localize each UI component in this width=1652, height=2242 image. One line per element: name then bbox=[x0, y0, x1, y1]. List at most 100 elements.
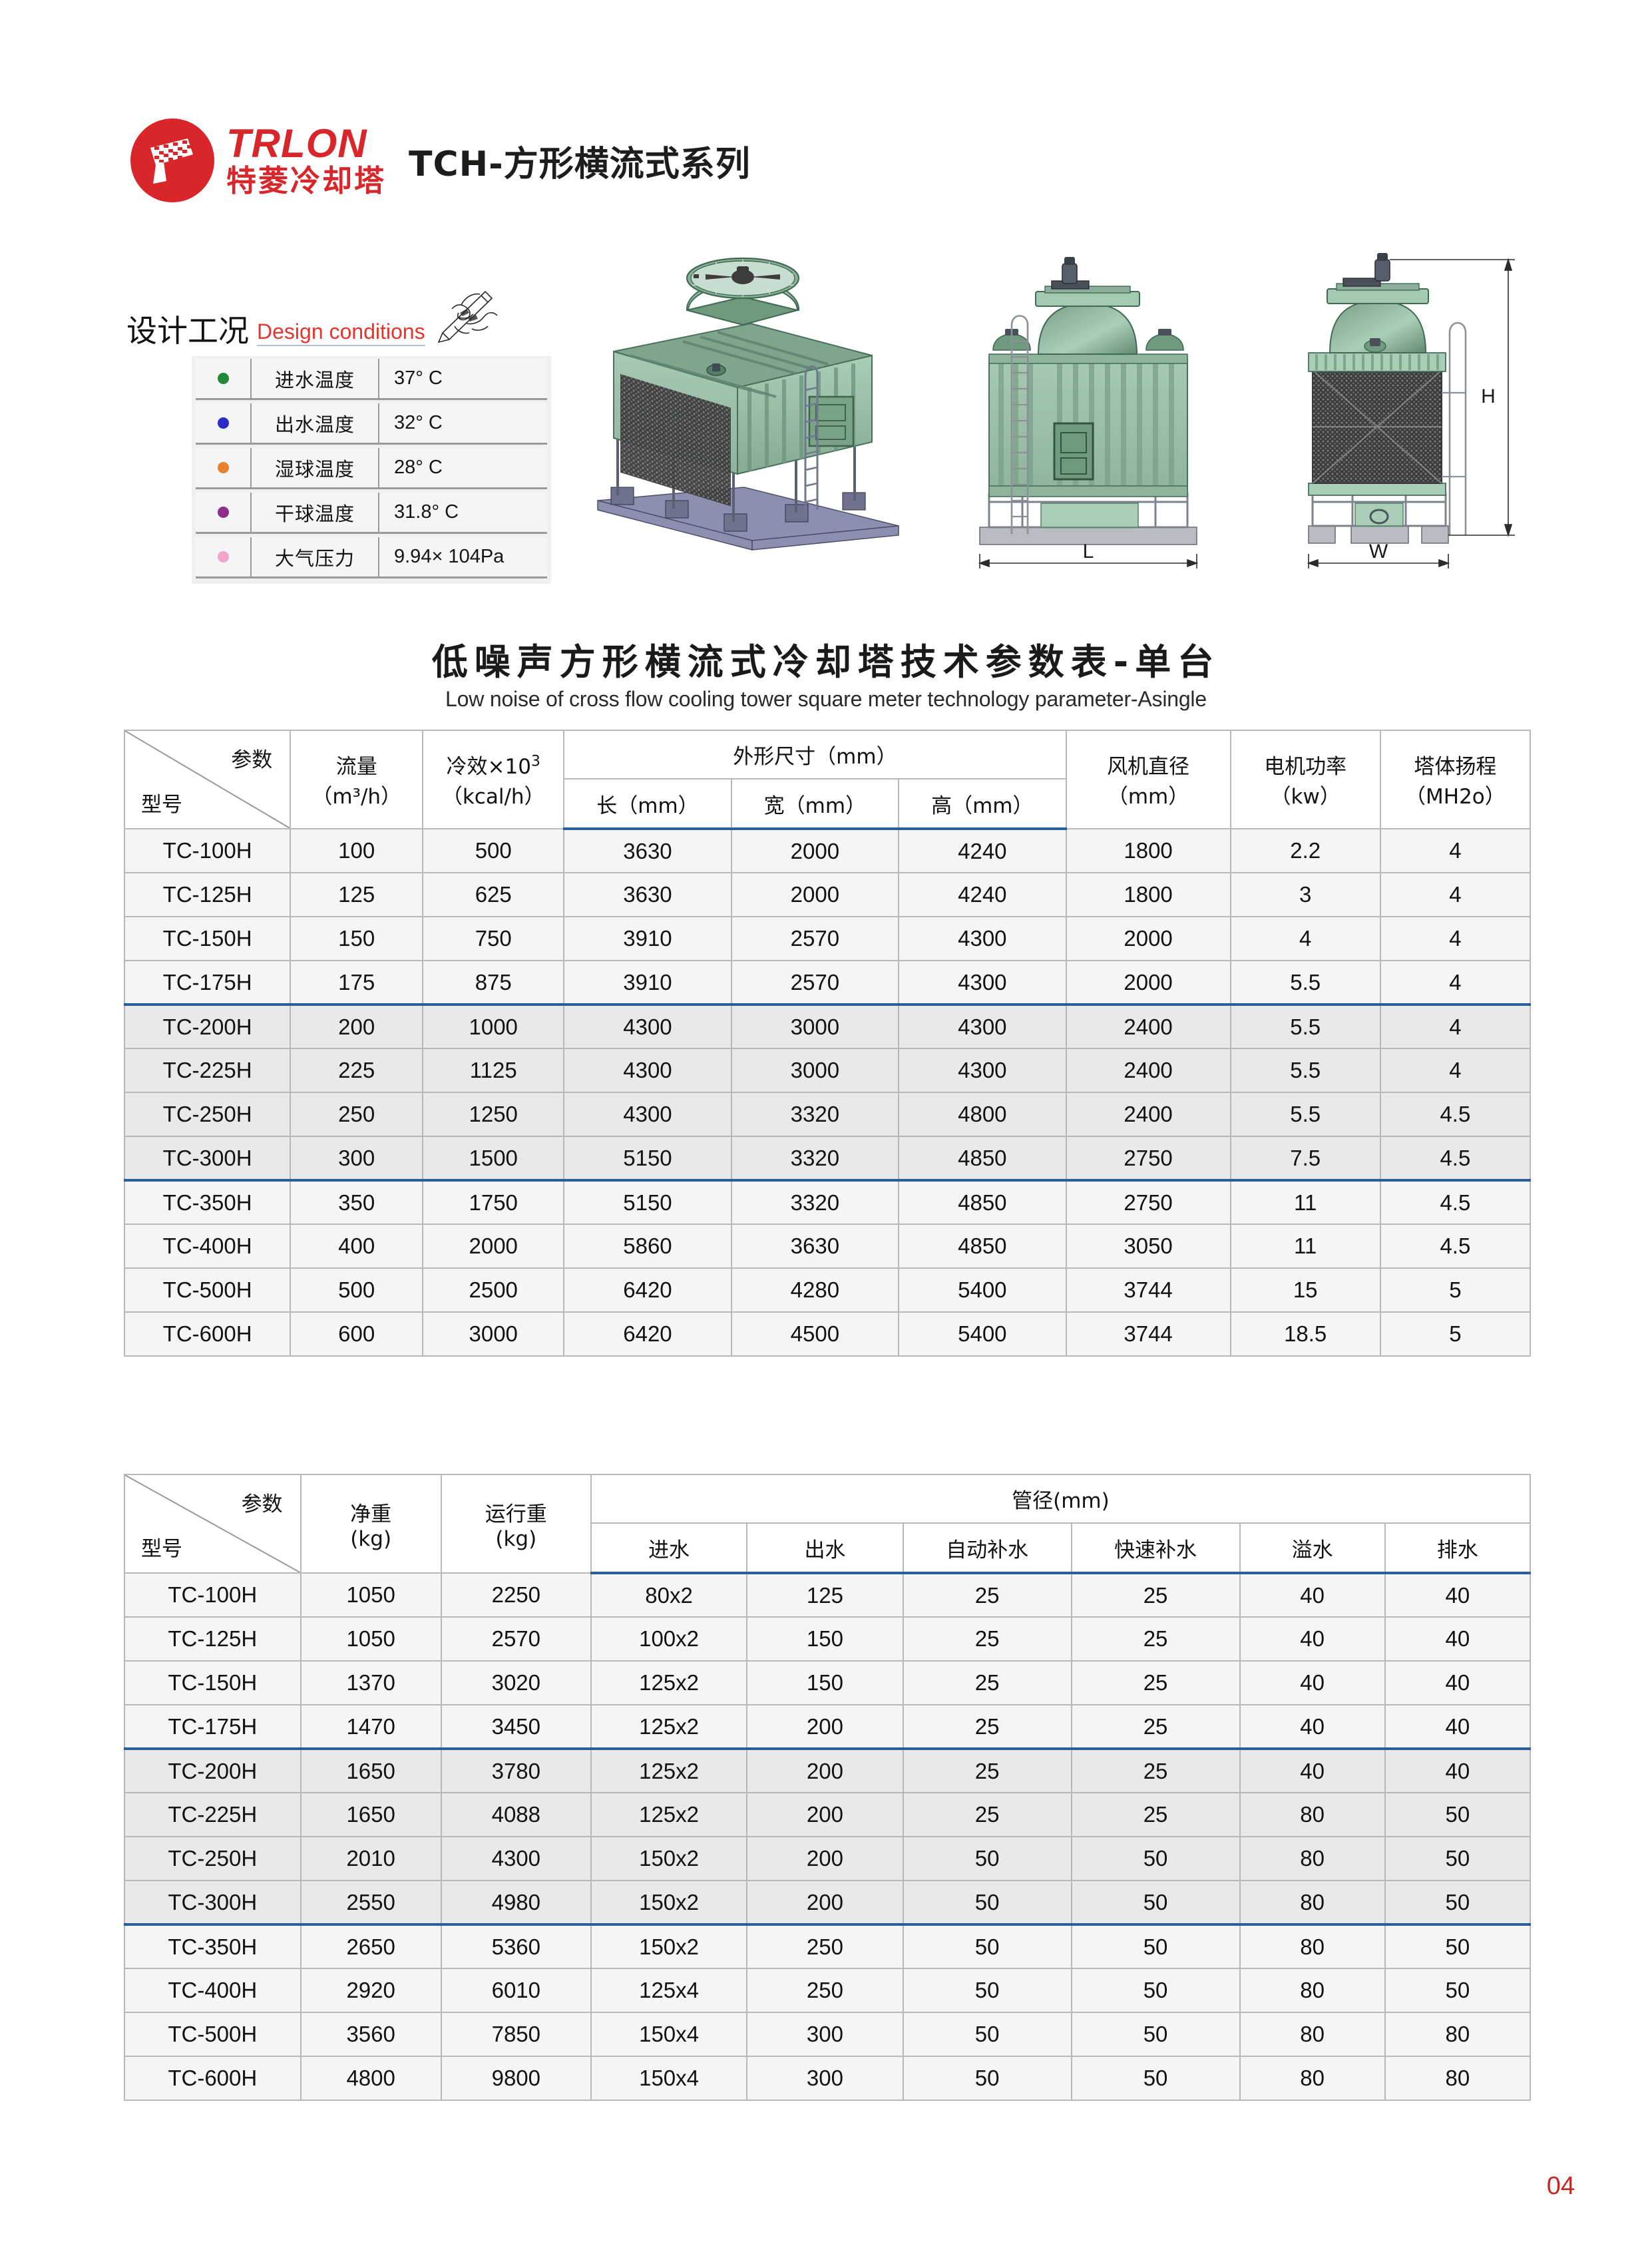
header-motor-power: 电机功率 （kw） bbox=[1229, 730, 1381, 829]
cell-model: TC-250H bbox=[124, 1836, 302, 1881]
header-group-pipe-diameter: 管径(mm) bbox=[590, 1473, 1532, 1524]
header-auto-makeup: 自动补水 bbox=[902, 1522, 1072, 1574]
table-cell: 25 bbox=[902, 1747, 1072, 1793]
table-cell: 5.5 bbox=[1229, 1003, 1381, 1049]
table-cell: 2400 bbox=[1065, 1092, 1231, 1137]
table-cell: 4.5 bbox=[1379, 1136, 1532, 1181]
table-cell: 2650 bbox=[300, 1923, 442, 1969]
table-cell: 5.5 bbox=[1229, 1048, 1381, 1093]
cell-model: TC-225H bbox=[123, 1048, 292, 1093]
table-cell: 4 bbox=[1379, 1003, 1532, 1049]
table-cell: 3630 bbox=[563, 872, 732, 917]
table-cell: 80 bbox=[1239, 2012, 1386, 2057]
table-cell: 2500 bbox=[422, 1267, 565, 1313]
cell-model: TC-150H bbox=[123, 916, 292, 961]
brand-logo: TRLON 特菱冷却塔 bbox=[130, 118, 386, 202]
table-row: TC-400H 400 2000 5860 3630 4850 3050 11 4.5 bbox=[123, 1224, 1532, 1269]
table-cell: 1470 bbox=[300, 1704, 442, 1749]
table-cell: 750 bbox=[422, 916, 565, 961]
header-outlet: 出水 bbox=[746, 1522, 904, 1574]
header-length: 长（mm） bbox=[563, 778, 732, 830]
design-conditions-title-en: Design conditions bbox=[257, 320, 425, 343]
header-overflow: 溢水 bbox=[1239, 1522, 1386, 1574]
table-cell: 150x2 bbox=[590, 1836, 748, 1881]
table-cell: 3320 bbox=[730, 1179, 900, 1225]
table-cell: 1000 bbox=[422, 1003, 565, 1049]
cell-model: TC-125H bbox=[124, 1616, 302, 1662]
table-cell: 6010 bbox=[440, 1968, 592, 2013]
table-cell: 4 bbox=[1379, 1048, 1532, 1093]
table-cell: 50 bbox=[902, 1968, 1072, 2013]
cooling-tower-3d-view bbox=[597, 257, 899, 551]
corner-model-label: 型号 bbox=[141, 1537, 182, 1561]
table-cell: 4300 bbox=[440, 1836, 592, 1881]
table-cell: 25 bbox=[1070, 1747, 1241, 1793]
corner-header-cell: 参数 型号 bbox=[123, 730, 292, 829]
table-cell: 4300 bbox=[563, 1003, 732, 1049]
table-cell: 25 bbox=[902, 1704, 1072, 1749]
bullet-cell bbox=[196, 448, 252, 489]
header-width: 宽（mm） bbox=[730, 778, 900, 830]
table-cell: 80 bbox=[1239, 1923, 1386, 1969]
cell-model: TC-300H bbox=[123, 1136, 292, 1181]
table-cell: 80 bbox=[1239, 2056, 1386, 2101]
table-cell: 3020 bbox=[440, 1660, 592, 1705]
table-cell: 200 bbox=[746, 1880, 904, 1925]
weight-and-pipe-diameter-table: 参数 型号 净重 (kg) 运行重 (kg) 管径(mm) 进水 出水 自动补水… bbox=[124, 1473, 1532, 2101]
design-conditions-table: 进水温度 37° C 出水温度 32° C 湿球温度 28° C 干球温度 31… bbox=[192, 356, 551, 584]
trlon-logo-icon bbox=[130, 118, 214, 202]
table-cell: 125 bbox=[746, 1572, 904, 1618]
table-cell: 250 bbox=[290, 1092, 424, 1137]
table-cell: 40 bbox=[1384, 1616, 1532, 1662]
table-row: TC-225H 1650 4088 125x2 200 25 25 80 50 bbox=[124, 1792, 1532, 1837]
table-cell: 18.5 bbox=[1229, 1311, 1381, 1357]
design-condition-row: 大气压力 9.94× 104Pa bbox=[196, 537, 547, 578]
table-cell: 5150 bbox=[563, 1179, 732, 1225]
table-cell: 300 bbox=[290, 1136, 424, 1181]
table-cell: 1250 bbox=[422, 1092, 565, 1137]
table-cell: 4300 bbox=[898, 1048, 1067, 1093]
design-conditions-heading: 设计工况 Design conditions bbox=[126, 286, 501, 346]
table-cell: 80 bbox=[1384, 2012, 1532, 2057]
hand-writing-pencil-icon bbox=[437, 290, 498, 343]
cell-model: TC-350H bbox=[123, 1179, 292, 1225]
table-cell: 50 bbox=[1070, 2056, 1241, 2101]
table-cell: 80 bbox=[1384, 2056, 1532, 2101]
cell-model: TC-200H bbox=[124, 1747, 302, 1793]
cell-model: TC-150H bbox=[124, 1660, 302, 1705]
table-cell: 2750 bbox=[1065, 1136, 1231, 1181]
table-row: TC-225H 225 1125 4300 3000 4300 2400 5.5 4 bbox=[123, 1048, 1532, 1093]
condition-value: 32° C bbox=[379, 403, 547, 445]
table-cell: 7.5 bbox=[1229, 1136, 1381, 1181]
table-cell: 40 bbox=[1239, 1660, 1386, 1705]
header-tower-head: 塔体扬程 （MH2o） bbox=[1379, 730, 1532, 829]
table-cell: 3000 bbox=[730, 1048, 900, 1093]
condition-value: 31.8° C bbox=[379, 493, 547, 534]
table-cell: 40 bbox=[1384, 1572, 1532, 1618]
condition-value: 28° C bbox=[379, 448, 547, 489]
bullet-cell bbox=[196, 359, 252, 400]
header-flow: 流量 （m³/h） bbox=[290, 730, 424, 829]
table-cell: 3744 bbox=[1065, 1311, 1231, 1357]
table-row: TC-200H 1650 3780 125x2 200 25 25 40 40 bbox=[124, 1747, 1532, 1793]
table-row: TC-150H 1370 3020 125x2 150 25 25 40 40 bbox=[124, 1660, 1532, 1705]
cell-model: TC-500H bbox=[123, 1267, 292, 1313]
table-cell: 2000 bbox=[422, 1224, 565, 1269]
header-inlet: 进水 bbox=[590, 1522, 748, 1574]
table-cell: 4500 bbox=[730, 1311, 900, 1357]
bullet-dot-icon bbox=[217, 417, 229, 429]
table-cell: 3630 bbox=[563, 828, 732, 873]
cell-model: TC-100H bbox=[123, 828, 292, 873]
design-condition-row: 进水温度 37° C bbox=[196, 359, 547, 400]
table-cell: 4 bbox=[1379, 828, 1532, 873]
bullet-dot-icon bbox=[217, 507, 229, 518]
table-cell: 2400 bbox=[1065, 1003, 1231, 1049]
table-cell: 2570 bbox=[440, 1616, 592, 1662]
table-cell: 125x2 bbox=[590, 1660, 748, 1705]
table-cell: 1650 bbox=[300, 1792, 442, 1837]
corner-param-label: 参数 bbox=[231, 748, 273, 772]
table-cell: 1650 bbox=[300, 1747, 442, 1793]
table-cell: 3 bbox=[1229, 872, 1381, 917]
bullet-dot-icon bbox=[217, 462, 229, 473]
header-group-dimensions: 外形尺寸（mm） bbox=[563, 729, 1067, 780]
